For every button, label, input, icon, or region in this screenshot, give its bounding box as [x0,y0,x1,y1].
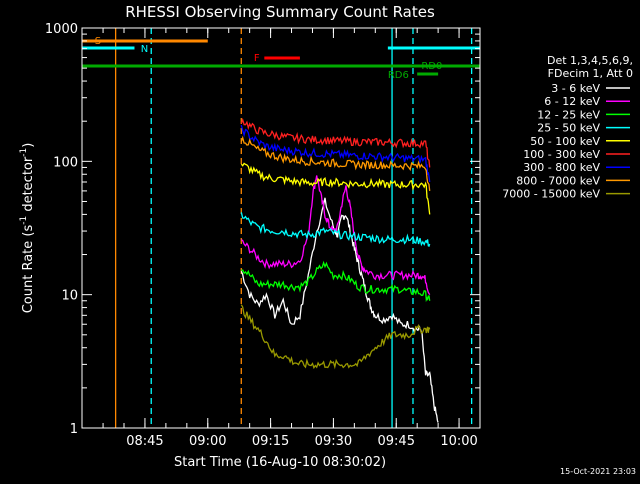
y-tick-label: 1000 [45,22,78,37]
flag-label: RD6 [388,70,409,81]
series-lines [240,117,439,423]
y-tick-label: 10 [61,289,78,304]
x-tick-label: 08:45 [126,434,163,449]
y-axis: 1 10 100 1000 [45,22,480,437]
legend-entry-label: 7000 - 15000 keV [502,188,600,201]
legend-entry-label: 3 - 6 keV [551,82,600,95]
x-axis: 08:45 09:00 09:15 09:30 09:45 10:00 [102,28,478,449]
flag-label: F [254,53,260,64]
legend-entry-label: 300 - 800 keV [523,161,600,174]
series-line [240,212,431,247]
y-axis-label-part: -1 [19,216,29,225]
flag-label: S [95,36,101,47]
y-axis-label-part: ) [21,143,36,148]
legend-entry-label: 25 - 50 keV [537,122,600,135]
plot-frame [81,27,481,429]
x-tick-label: 09:15 [252,434,289,449]
series-line [240,162,431,215]
legend-entry-label: 50 - 100 keV [530,135,600,148]
flag-labels: S N F RD0 RD6 [95,36,443,81]
legend-entry-label: 6 - 12 keV [544,95,600,108]
series-line [240,124,431,183]
y-axis-label-part: Count Rate (s [21,225,36,314]
flag-bars [82,39,480,76]
legend: Det 1,3,4,5,6,9,FDecim 1, Att 0 3 - 6 keV… [502,54,633,201]
series-line [240,135,431,191]
series-line [241,260,431,303]
x-axis-label: Start Time (16-Aug-10 08:30:02) [174,455,386,470]
y-tick-label: 1 [70,422,78,437]
vertical-markers [114,28,473,428]
x-tick-label: 10:00 [440,434,477,449]
series-line [240,175,431,296]
chart-title: RHESSI Observing Summary Count Rates [125,3,435,21]
series-line [240,304,431,370]
x-tick-label: 09:45 [378,434,415,449]
y-axis-label-part: detector [21,156,36,216]
legend-entry-label: 100 - 300 keV [523,148,600,161]
series-line [240,117,431,168]
timestamp: 15-Oct-2021 23:03 [560,467,636,476]
y-tick-label: 100 [53,155,78,170]
y-axis-label-part: -1 [19,148,29,157]
legend-entry-label: 12 - 25 keV [537,108,600,121]
y-axis-label: Count Rate (s-1 detector-1) [19,143,36,314]
x-tick-label: 09:30 [315,434,352,449]
flag-label: RD0 [421,61,442,72]
flag-label: N [141,44,148,55]
x-tick-label: 09:00 [189,434,226,449]
legend-header: FDecim 1, Att 0 [548,67,633,80]
legend-header: Det 1,3,4,5,6,9, [547,54,633,67]
legend-entry-label: 800 - 7000 keV [516,174,600,187]
